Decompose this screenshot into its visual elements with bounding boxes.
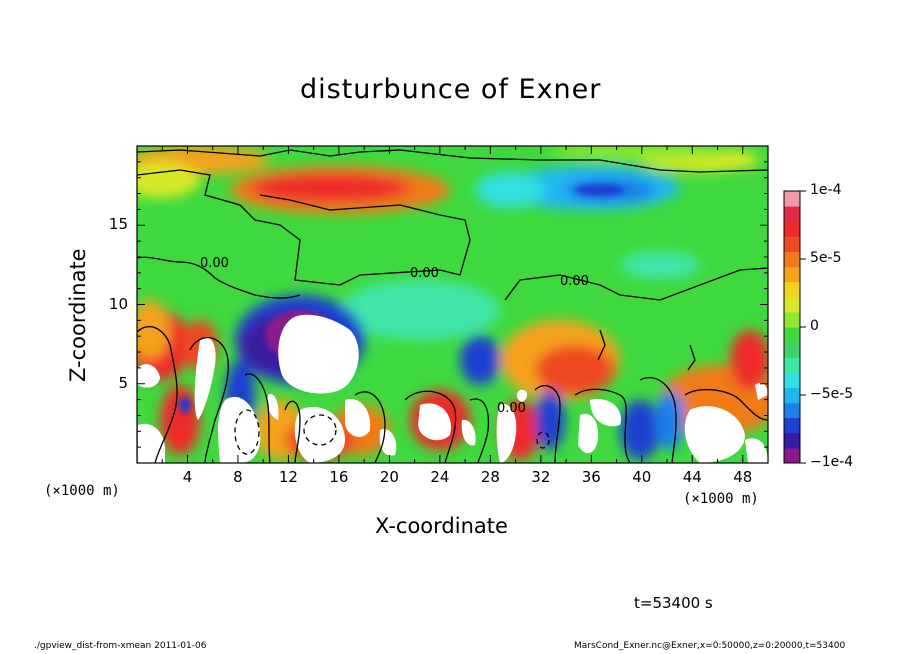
y-axis-label: Z-coordinate xyxy=(66,248,90,382)
contour-label: 0.00 xyxy=(200,256,229,271)
x-tick-label: 44 xyxy=(682,468,702,486)
zero-contours xyxy=(137,149,768,463)
x-tick-label: 48 xyxy=(733,468,753,486)
colorbar-swatch xyxy=(784,236,800,252)
y-tick-label: 10 xyxy=(108,294,128,313)
contour-label: 0.00 xyxy=(410,266,439,281)
x-tick-label: 8 xyxy=(233,468,243,486)
colorbar-swatch xyxy=(784,402,800,419)
x-axis-unit: (×1000 m) xyxy=(683,491,759,507)
footer-left: ./gpview_dist-from-xmean 2011-01-06 xyxy=(34,641,207,651)
colorbar-swatch xyxy=(784,251,800,268)
y-tick-marks xyxy=(137,161,768,448)
colorbar-tick-label: 1e-4 xyxy=(810,182,842,198)
colorbar-swatch xyxy=(784,387,800,404)
footer-right: MarsCond_Exner.nc@Exner,x=0:50000,z=0:20… xyxy=(574,641,846,651)
colorbar-swatch xyxy=(784,191,800,207)
y-tick-label: 15 xyxy=(108,215,128,234)
contour-label: 0.00 xyxy=(497,401,526,416)
colorbar-swatch xyxy=(784,281,800,298)
colorbar-swatch xyxy=(784,417,800,434)
negative-contours xyxy=(234,409,550,455)
colorbar-swatch xyxy=(784,221,800,237)
colorbar-tick-label: −1e-4 xyxy=(810,454,854,470)
colorbar xyxy=(784,190,806,464)
colorbar-swatch xyxy=(784,266,800,283)
x-tick-label: 40 xyxy=(632,468,652,486)
y-axis-unit: (×1000 m) xyxy=(44,483,120,499)
x-tick-label: 16 xyxy=(329,468,349,486)
colorbar-swatch xyxy=(784,372,800,388)
x-tick-label: 36 xyxy=(581,468,601,486)
x-tick-label: 20 xyxy=(379,468,399,486)
time-annotation: t=53400 s xyxy=(634,594,713,612)
colorbar-tick-label: −5e-5 xyxy=(810,386,854,402)
colorbar-tick-label: 5e-5 xyxy=(810,250,842,266)
x-axis-label: X-coordinate xyxy=(375,514,508,538)
x-tick-label: 32 xyxy=(531,468,551,486)
out-of-range-regions xyxy=(138,314,768,463)
colorbar-swatch xyxy=(784,327,800,343)
heatmap-field xyxy=(137,146,768,463)
colorbar-swatch xyxy=(784,447,800,464)
colorbar-swatch xyxy=(784,206,800,222)
colorbar-swatch xyxy=(784,432,800,449)
colorbar-swatch xyxy=(784,296,800,313)
colorbar-frame xyxy=(783,190,801,464)
x-tick-label: 28 xyxy=(480,468,500,486)
y-tick-label: 5 xyxy=(118,373,128,392)
x-tick-label: 12 xyxy=(278,468,298,486)
x-tick-label: 4 xyxy=(182,468,193,486)
colorbar-swatch xyxy=(784,342,800,358)
colorbar-tick-label: 0 xyxy=(810,318,819,334)
x-tick-marks xyxy=(161,146,769,463)
chart-title: disturbunce of Exner xyxy=(300,74,602,105)
contour-label: 0.00 xyxy=(560,274,589,289)
x-tick-label: 24 xyxy=(430,468,450,486)
colorbar-swatch xyxy=(784,357,800,373)
colorbar-swatch xyxy=(784,311,800,328)
